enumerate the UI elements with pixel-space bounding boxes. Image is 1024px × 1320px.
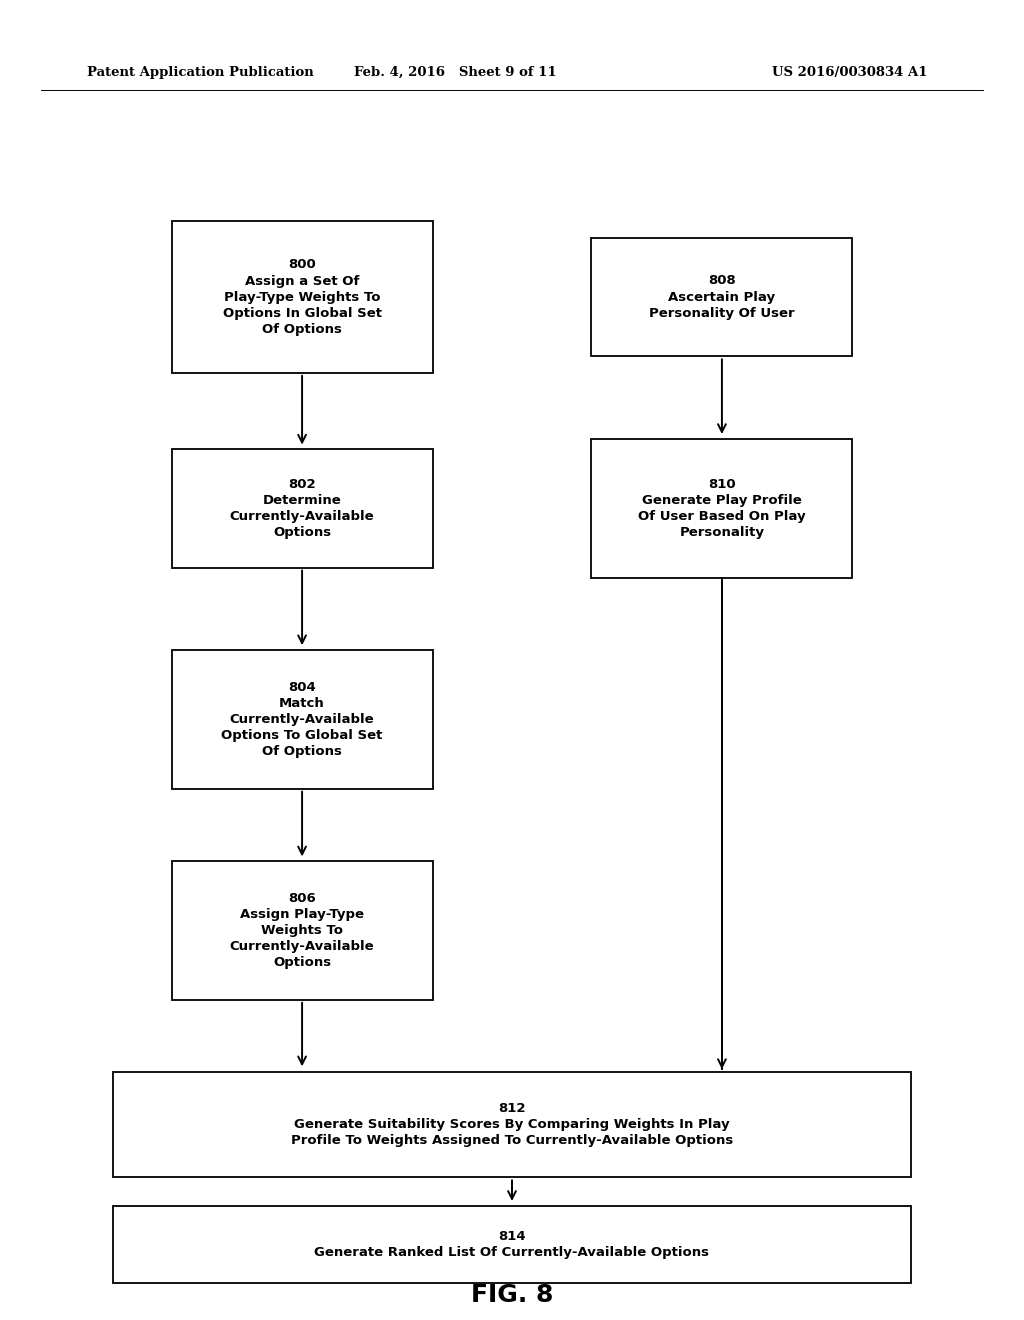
FancyBboxPatch shape (171, 862, 432, 1001)
Text: 808
Ascertain Play
Personality Of User: 808 Ascertain Play Personality Of User (649, 275, 795, 319)
Text: US 2016/0030834 A1: US 2016/0030834 A1 (772, 66, 928, 79)
FancyBboxPatch shape (591, 238, 852, 356)
FancyBboxPatch shape (171, 220, 432, 372)
FancyBboxPatch shape (591, 438, 852, 578)
Text: 804
Match
Currently-Available
Options To Global Set
Of Options: 804 Match Currently-Available Options To… (221, 681, 383, 758)
Text: 802
Determine
Currently-Available
Options: 802 Determine Currently-Available Option… (229, 478, 375, 539)
FancyBboxPatch shape (171, 649, 432, 788)
FancyBboxPatch shape (113, 1206, 911, 1283)
Text: 800
Assign a Set Of
Play-Type Weights To
Options In Global Set
Of Options: 800 Assign a Set Of Play-Type Weights To… (222, 259, 382, 335)
FancyBboxPatch shape (113, 1072, 911, 1177)
Text: 812
Generate Suitability Scores By Comparing Weights In Play
Profile To Weights : 812 Generate Suitability Scores By Compa… (291, 1102, 733, 1147)
Text: Feb. 4, 2016   Sheet 9 of 11: Feb. 4, 2016 Sheet 9 of 11 (354, 66, 557, 79)
FancyBboxPatch shape (171, 449, 432, 568)
Text: Patent Application Publication: Patent Application Publication (87, 66, 313, 79)
Text: 814
Generate Ranked List Of Currently-Available Options: 814 Generate Ranked List Of Currently-Av… (314, 1230, 710, 1259)
Text: 810
Generate Play Profile
Of User Based On Play
Personality: 810 Generate Play Profile Of User Based … (638, 478, 806, 539)
Text: 806
Assign Play-Type
Weights To
Currently-Available
Options: 806 Assign Play-Type Weights To Currentl… (229, 892, 375, 969)
Text: FIG. 8: FIG. 8 (471, 1283, 553, 1307)
